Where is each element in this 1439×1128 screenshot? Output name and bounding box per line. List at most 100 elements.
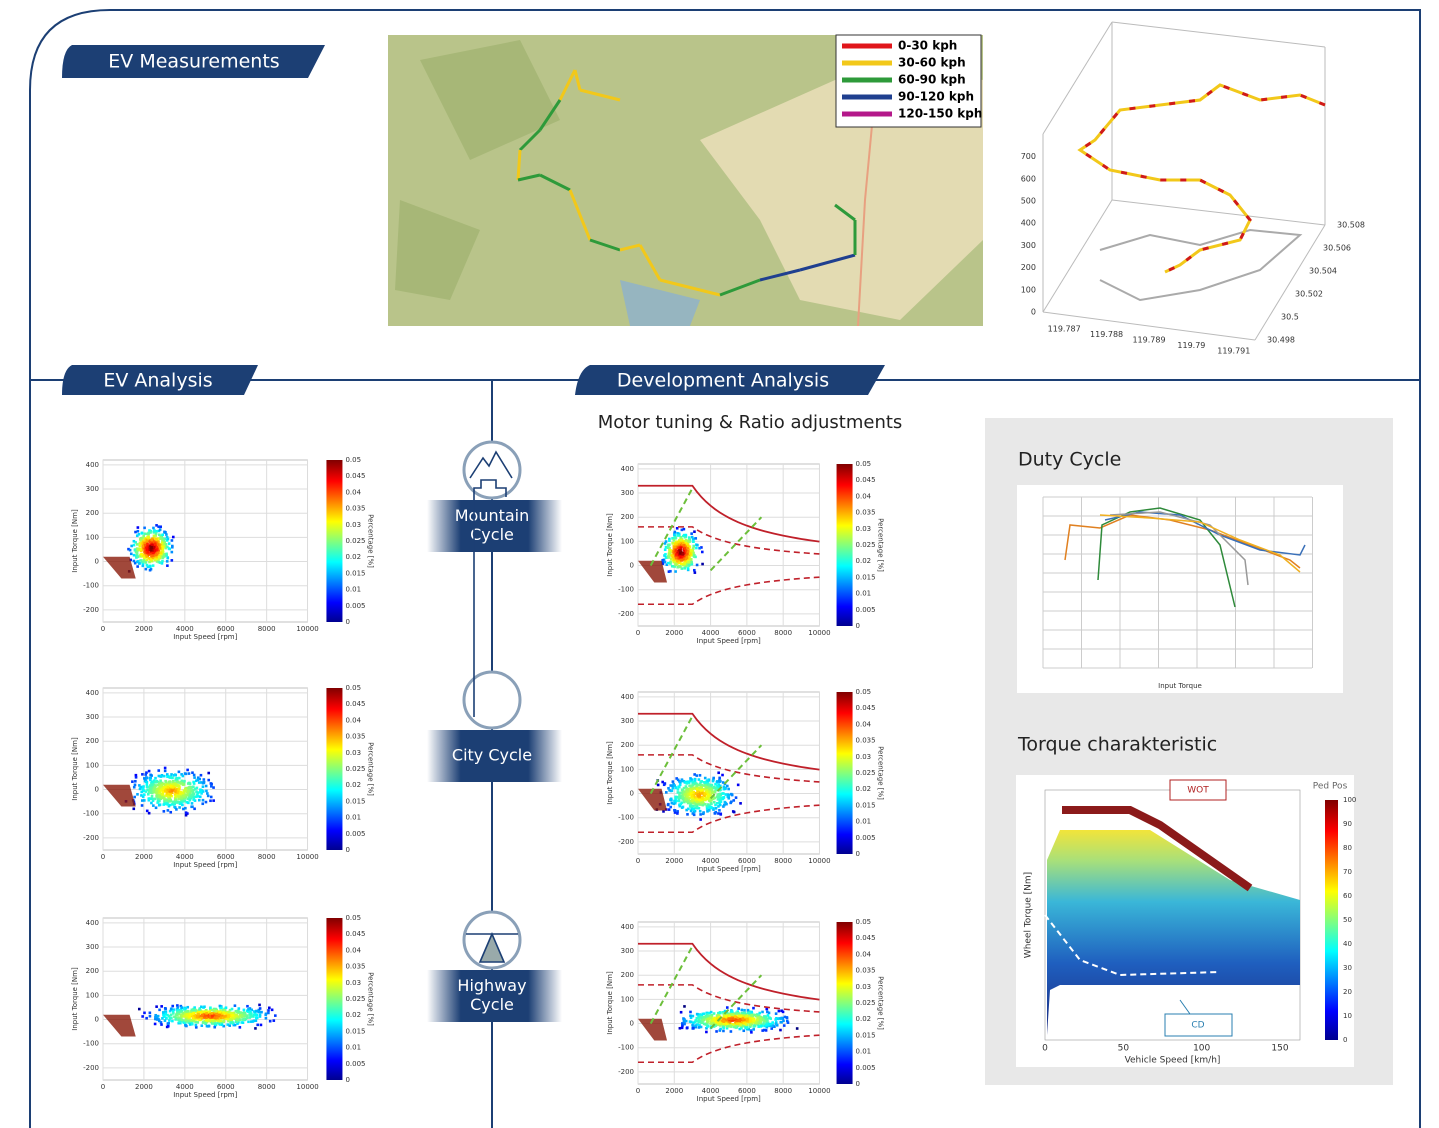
- heat-dot: [708, 804, 711, 807]
- heat-dot: [161, 547, 165, 551]
- panel-title: Torque charakteristic: [1017, 734, 1217, 756]
- heat-dot: [177, 1010, 181, 1014]
- heat-dot: [722, 1020, 725, 1023]
- heat-dot: [700, 546, 703, 549]
- heat-dot: [238, 1026, 242, 1029]
- heat-dot: [140, 552, 143, 556]
- heat-dot: [144, 567, 148, 571]
- axis-box: [1111, 199, 1326, 226]
- heat-dot: [194, 795, 198, 798]
- heat-dot: [752, 1021, 755, 1024]
- heat-dot: [684, 565, 687, 568]
- heat-dot: [197, 1018, 200, 1021]
- heat-dot: [151, 556, 155, 559]
- heat-dot: [722, 1029, 725, 1033]
- heat-dot: [740, 1024, 744, 1028]
- heat-dot: [718, 1022, 722, 1026]
- heat-dot: [726, 1015, 730, 1019]
- heat-dot: [722, 792, 725, 795]
- heat-dot: [237, 1007, 241, 1010]
- heat-dot: [164, 1016, 168, 1020]
- heat-dot: [229, 1011, 232, 1015]
- heat-dot: [231, 1016, 235, 1020]
- heat-dot: [168, 800, 172, 803]
- heat-dot: [172, 801, 176, 804]
- heat-dot: [150, 783, 154, 786]
- heat-dot: [676, 778, 680, 782]
- colorbar-tick: 0.02: [345, 553, 361, 561]
- heat-dot: [274, 1014, 277, 1017]
- heat-dot: [735, 1012, 739, 1015]
- heat-dot: [674, 540, 678, 544]
- heat-dot: [686, 789, 689, 793]
- heat-dot: [702, 1018, 705, 1022]
- heat-dot: [211, 1015, 214, 1018]
- heat-dot: [168, 789, 172, 792]
- heat-dot: [197, 1010, 201, 1014]
- heat-dot: [673, 784, 677, 787]
- heat-dot: [151, 785, 154, 789]
- heat-dot: [686, 546, 689, 550]
- heat-dot: [164, 546, 167, 550]
- heat-dot: [180, 1006, 184, 1009]
- heat-dot: [180, 803, 184, 807]
- heat-dot: [148, 529, 151, 532]
- heat-dot: [145, 809, 149, 813]
- heat-dot: [722, 787, 726, 791]
- heat-dot: [672, 560, 676, 564]
- heat-dot: [682, 790, 686, 793]
- heat-dot: [175, 801, 178, 804]
- heat-dot: [213, 1016, 217, 1020]
- heat-dot: [129, 552, 133, 556]
- axis-box: [1254, 224, 1326, 341]
- y-tick-label: 300: [86, 713, 99, 721]
- heat-dot: [219, 1016, 223, 1019]
- heat-dot: [163, 766, 167, 770]
- heat-dot: [741, 1017, 745, 1020]
- heat-dot: [170, 559, 174, 562]
- heat-dot: [681, 1023, 684, 1026]
- heat-dot: [727, 1017, 731, 1020]
- heat-dot: [673, 558, 676, 561]
- heat-dot: [175, 791, 179, 794]
- map-area: [620, 280, 700, 326]
- heat-dot: [146, 565, 150, 569]
- colorbar-tick: 30: [1343, 964, 1352, 972]
- tab: [575, 365, 885, 395]
- heat-dot: [722, 805, 725, 808]
- heat-dot: [178, 1020, 182, 1024]
- heat-dot: [194, 1016, 197, 1019]
- heat-dot: [189, 793, 192, 797]
- y-tick-label: 100: [86, 533, 99, 541]
- heat-dot: [258, 1013, 262, 1017]
- heat-dot: [146, 542, 149, 546]
- heat-dot: [698, 794, 701, 798]
- colorbar-tick: 0.015: [345, 569, 365, 577]
- heat-dot: [188, 1015, 191, 1019]
- x-tick-label: 4000: [176, 625, 194, 633]
- heat-dot: [738, 1027, 742, 1031]
- heat-dot: [194, 1008, 197, 1012]
- route: [517, 173, 541, 182]
- heat-dot: [741, 1013, 745, 1017]
- limit-curve: [638, 484, 820, 543]
- y-tick-label: -100: [618, 586, 634, 594]
- heat-dot: [235, 1013, 238, 1017]
- heat-dot: [205, 1024, 209, 1028]
- heat-dot: [189, 1010, 193, 1013]
- heat-dot: [708, 1011, 711, 1015]
- heat-dot: [679, 1010, 683, 1014]
- colorbar-tick: 0.05: [856, 688, 872, 696]
- heat-dot: [691, 799, 694, 802]
- heat-dot: [186, 768, 189, 772]
- heat-dot: [714, 810, 718, 814]
- heat-dot: [152, 540, 156, 543]
- heat-dot: [680, 562, 683, 566]
- heat-dot: [237, 1016, 241, 1020]
- heat-dot: [691, 554, 694, 557]
- x-tick-label: 10000: [808, 1087, 830, 1095]
- heat-dot: [701, 1016, 704, 1019]
- colorbar-tick: 0.03: [856, 983, 872, 991]
- duty-line: [1097, 507, 1236, 608]
- z-tick-label: 500: [1021, 197, 1036, 206]
